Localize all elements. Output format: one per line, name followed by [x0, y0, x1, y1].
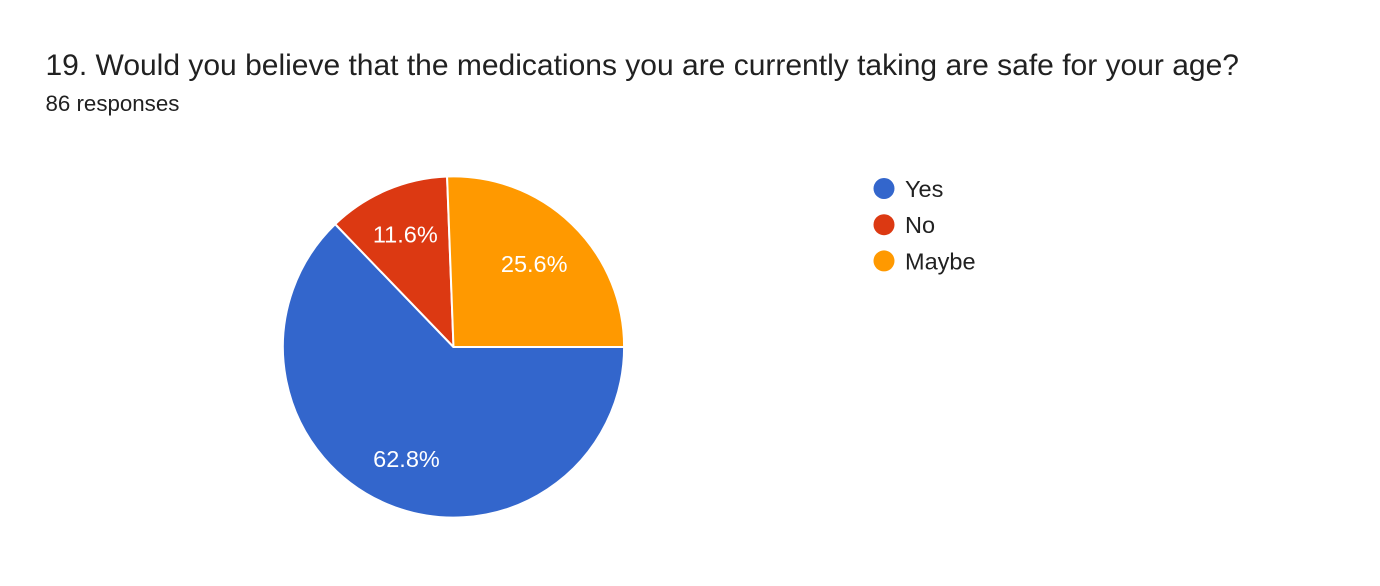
svg-text:11.6%: 11.6% [373, 221, 438, 247]
svg-text:86 responses: 86 responses [46, 91, 180, 116]
svg-text:Maybe: Maybe [905, 248, 976, 274]
svg-text:25.6%: 25.6% [501, 251, 568, 277]
svg-text:Yes: Yes [905, 176, 943, 202]
svg-text:No: No [905, 212, 935, 238]
svg-text:19. Would you believe that the: 19. Would you believe that the medicatio… [46, 49, 1239, 82]
svg-text:62.8%: 62.8% [373, 446, 440, 472]
